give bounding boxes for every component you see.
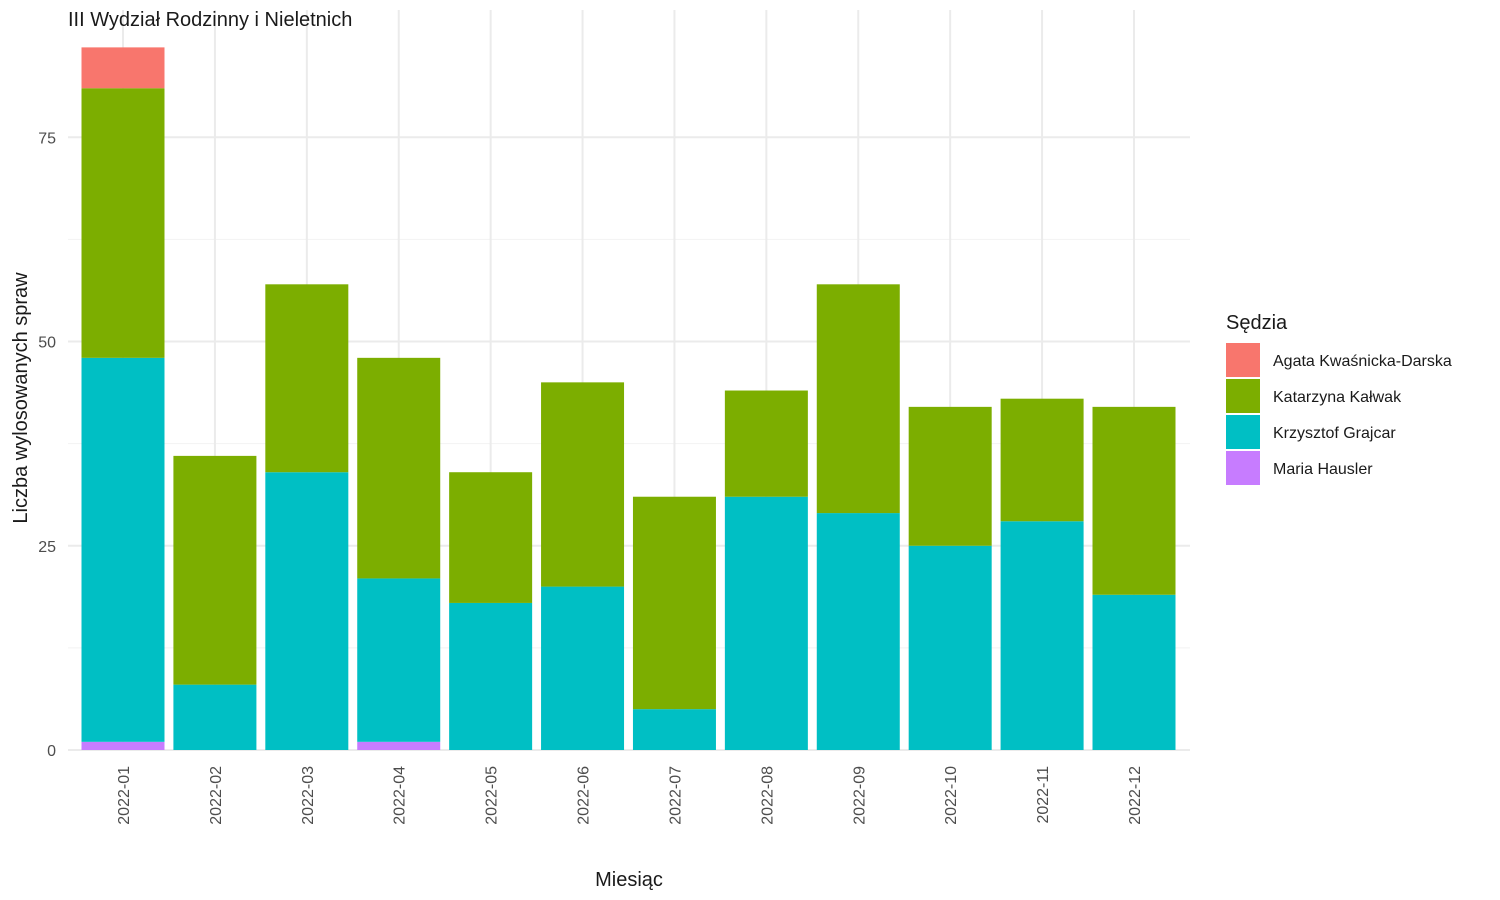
bar-segment (81, 357, 165, 742)
y-tick-label: 0 (47, 743, 56, 760)
bar-segment (1000, 521, 1084, 750)
bar-segment (449, 602, 533, 750)
legend-label: Katarzyna Kałwak (1273, 389, 1402, 406)
bar-segment (173, 455, 257, 685)
x-tick-label: 2022-01 (116, 766, 133, 825)
bar-segment (357, 741, 441, 750)
legend-swatch (1226, 343, 1260, 377)
bar-segment (265, 472, 349, 750)
bar-segment (632, 496, 716, 710)
legend-swatch (1226, 379, 1260, 413)
x-axis-ticks: 2022-01 2022-02 2022-03 2022-04 2022-05 2022-… (116, 766, 1144, 825)
y-tick-label: 75 (38, 130, 56, 147)
x-tick-label: 2022-05 (484, 766, 501, 825)
bar-segment (173, 684, 257, 750)
bar-segment (632, 709, 716, 750)
legend: Sędzia Agata Kwaśnicka-Darska Katarzyna K… (1226, 312, 1452, 485)
bar-segment (81, 88, 165, 358)
x-tick-label: 2022-07 (667, 766, 684, 825)
bar-segment (1092, 594, 1176, 750)
bar-segment (357, 578, 441, 742)
legend-label: Krzysztof Grajcar (1273, 425, 1396, 442)
legend-items: Agata Kwaśnicka-Darska Katarzyna Kałwak Kr… (1226, 343, 1452, 485)
x-tick-label: 2022-08 (759, 766, 776, 825)
legend-label: Agata Kwaśnicka-Darska (1273, 353, 1452, 370)
bar-segment (816, 513, 900, 750)
bar-segment (1000, 398, 1084, 522)
bar-segment (1092, 406, 1176, 595)
bar-segment (908, 406, 992, 546)
bar-segment (357, 357, 441, 579)
legend-swatch (1226, 415, 1260, 449)
bar-segment (81, 47, 165, 89)
y-axis-title: Liczba wylosowanych spraw (10, 272, 32, 524)
bar-segment (541, 382, 625, 587)
legend-swatch (1226, 451, 1260, 485)
bars (81, 47, 1176, 750)
bar-segment (816, 284, 900, 514)
bar-segment (265, 284, 349, 473)
bar-segment (724, 496, 808, 750)
legend-label: Maria Hausler (1273, 461, 1373, 478)
y-tick-label: 25 (38, 539, 56, 556)
x-tick-label: 2022-10 (943, 766, 960, 825)
chart-title: III Wydział Rodzinny i Nieletnich (68, 9, 352, 31)
x-tick-label: 2022-03 (300, 766, 317, 825)
bar-segment (908, 545, 992, 750)
x-tick-label: 2022-12 (1127, 766, 1144, 825)
bar-segment (449, 472, 533, 603)
x-axis-title: Miesiąc (595, 869, 663, 891)
x-tick-label: 2022-11 (1035, 766, 1052, 824)
bar-segment (724, 390, 808, 497)
x-tick-label: 2022-04 (392, 766, 409, 825)
bar-segment (541, 586, 625, 750)
bar-segment (81, 741, 165, 750)
legend-title: Sędzia (1226, 312, 1288, 334)
y-tick-label: 50 (38, 335, 56, 352)
x-tick-label: 2022-02 (208, 766, 225, 825)
y-axis-ticks: 0 25 50 75 (38, 130, 56, 760)
x-tick-label: 2022-09 (851, 766, 868, 825)
x-tick-label: 2022-06 (576, 766, 593, 825)
